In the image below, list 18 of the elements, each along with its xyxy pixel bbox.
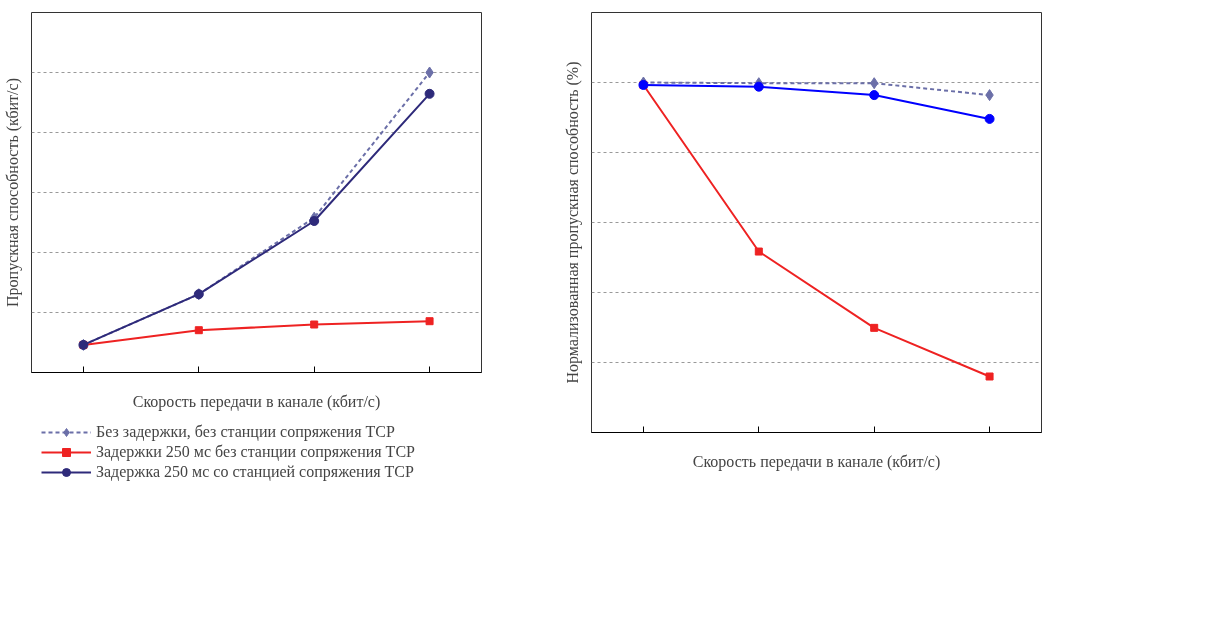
y-axis-title: Пропускная способность (кбит/с) bbox=[3, 78, 22, 307]
point bbox=[309, 216, 320, 226]
point bbox=[985, 372, 994, 381]
point bbox=[869, 90, 880, 101]
point bbox=[984, 113, 995, 124]
legend-label: Без задержки, без станции сопряжения TCP bbox=[96, 423, 395, 441]
y-axis-title: Нормализованная пропускная способность (%) bbox=[563, 61, 582, 384]
x-axis-title: Скорость передачи в канале (кбит/с) bbox=[132, 392, 381, 411]
point bbox=[194, 326, 203, 335]
point bbox=[753, 81, 764, 92]
point bbox=[424, 88, 435, 99]
point bbox=[425, 317, 434, 326]
point bbox=[310, 320, 319, 329]
legend-label: Задержки 250 мс без станции сопряжения TCP bbox=[96, 443, 415, 461]
point bbox=[754, 247, 763, 256]
legend-label: Задержка 250 мс со станцией сопряжения TCP bbox=[96, 463, 414, 481]
point bbox=[870, 323, 879, 332]
x-axis-title: Скорость передачи в канале (кбит/с) bbox=[692, 452, 941, 471]
